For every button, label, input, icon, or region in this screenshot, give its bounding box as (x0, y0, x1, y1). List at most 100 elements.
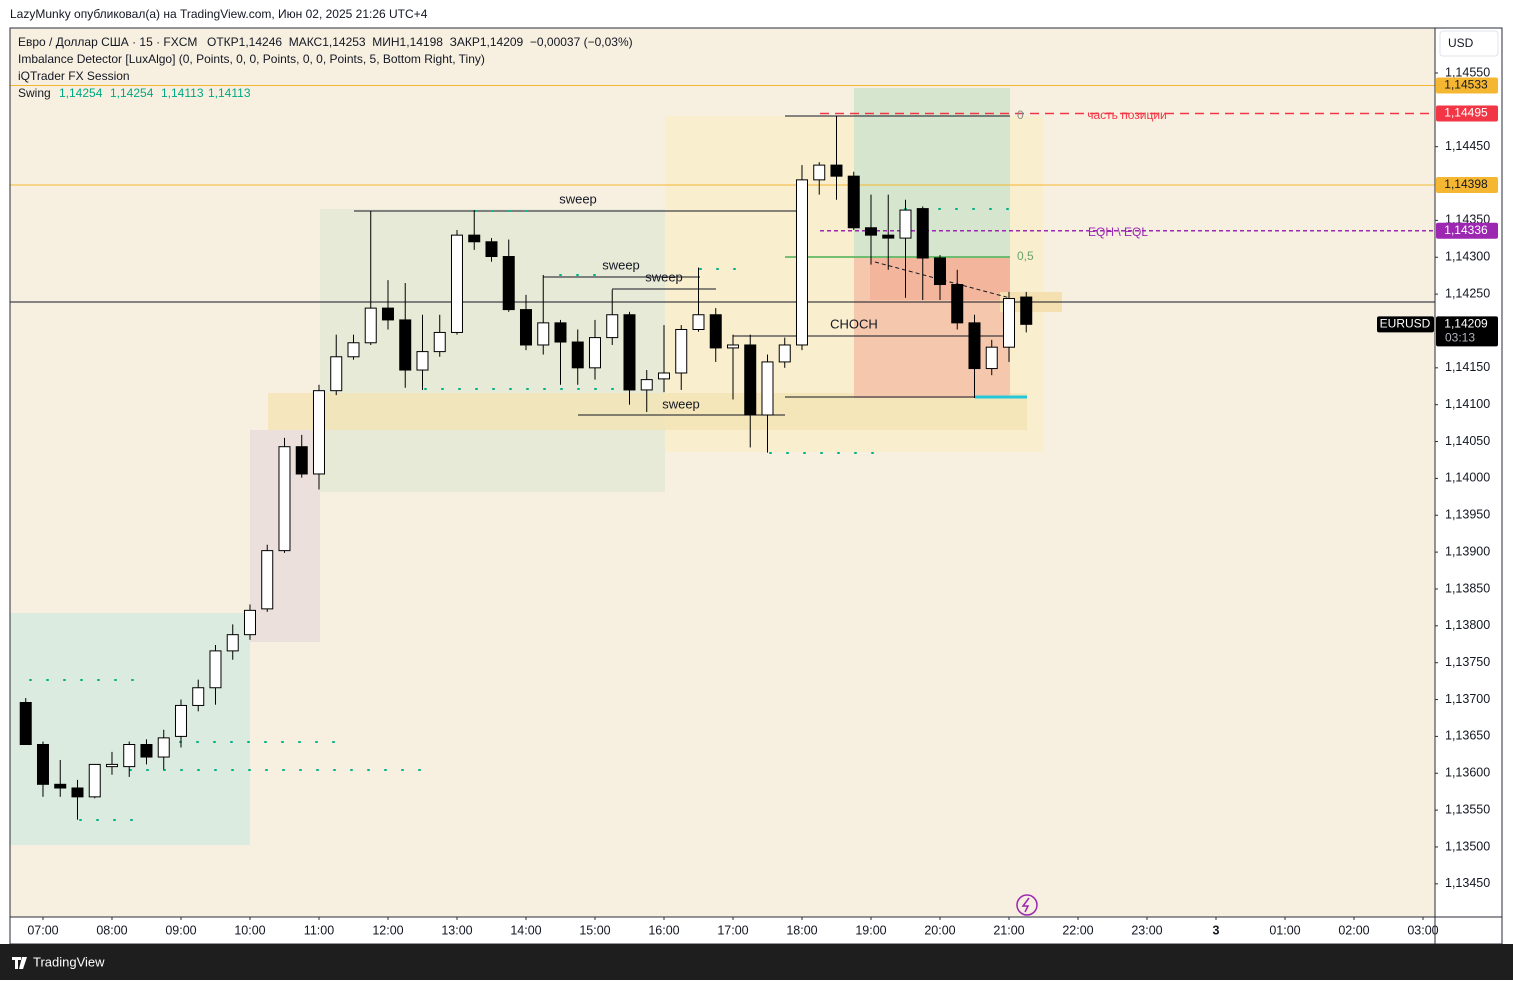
zone (10, 613, 250, 845)
candle-body (140, 744, 153, 758)
candle-body (795, 179, 808, 346)
candle-body (588, 337, 601, 369)
candle-body (847, 175, 860, 229)
candle-body (347, 342, 360, 358)
candle-body (778, 344, 791, 363)
x-tick-label: 13:00 (441, 923, 472, 937)
candle-body (261, 550, 274, 610)
x-tick-label: 23:00 (1131, 923, 1162, 937)
candle-body (1020, 296, 1033, 325)
candles (19, 115, 1033, 820)
y-tick-label: 1,14450 (1445, 139, 1490, 153)
x-tick-label: 22:00 (1062, 923, 1093, 937)
fib-label: 0 (1017, 108, 1024, 122)
annotation: sweep (645, 269, 683, 284)
candle-body (71, 787, 84, 798)
candle-body (330, 356, 343, 392)
y-tick-label: 1,13600 (1445, 766, 1490, 780)
candle-body (813, 164, 826, 181)
y-tick-label: 1,13550 (1445, 802, 1490, 816)
price-label: 1,14398 (1444, 177, 1488, 191)
candle-body (675, 328, 688, 374)
candle-body (761, 361, 774, 416)
x-tick-label: 03:00 (1407, 923, 1438, 937)
y-tick-label: 1,14050 (1445, 434, 1490, 448)
y-tick-label: 1,13850 (1445, 581, 1490, 595)
candle-body (623, 314, 636, 391)
candle-body (657, 372, 670, 380)
x-tick-label: 07:00 (27, 923, 58, 937)
y-axis: 1,13450 1,13500 1,13550 1,13600 1,13650 1,137… (1435, 65, 1490, 890)
x-tick-label: 19:00 (855, 923, 886, 937)
x-axis: 07:00 08:00 09:00 10:00 11:00 12:00 13:00 14:00… (27, 917, 1439, 937)
price-label: 1,14533 (1444, 78, 1488, 92)
candle-body (899, 209, 912, 239)
symbol-box (1377, 316, 1434, 333)
x-tick-label: 21:00 (993, 923, 1024, 937)
y-tick-label: 1,13700 (1445, 692, 1490, 706)
candle-body (864, 227, 877, 236)
candle-body (1002, 298, 1015, 348)
price-label-box (1436, 177, 1498, 194)
candle-body (485, 241, 498, 258)
annotation: sweep (662, 396, 700, 411)
candle-body (312, 390, 325, 475)
y-tick-label: 1,14300 (1445, 250, 1490, 264)
zone (268, 393, 1027, 430)
candle-body (606, 314, 619, 339)
candle-body (174, 704, 187, 737)
x-tick-label: 18:00 (786, 923, 817, 937)
y-tick-label: 1,13500 (1445, 839, 1490, 853)
y-tick-label: 1,13450 (1445, 876, 1490, 890)
candle-body (537, 322, 550, 346)
candle-body (882, 234, 895, 239)
swing-value: 1,14254 (59, 86, 103, 100)
candle-body (692, 314, 705, 330)
candle-body (916, 208, 929, 259)
y-tick-label: 1,14100 (1445, 397, 1490, 411)
candle-body (968, 322, 981, 370)
price-label-box (1436, 105, 1498, 122)
y-tick-label: 1,13650 (1445, 729, 1490, 743)
swing-value: 1,14113 (208, 86, 251, 100)
x-tick-label: 09:00 (165, 923, 196, 937)
header: LazyMunky опубликовал(а) на TradingView.… (10, 7, 428, 21)
currency[interactable]: USD (1448, 36, 1474, 50)
candle-body (36, 744, 49, 785)
y-tick-label: 1,14550 (1445, 65, 1490, 79)
candle-body (381, 307, 394, 321)
event-icon[interactable] (1016, 894, 1038, 916)
currency-button[interactable] (1439, 30, 1499, 57)
candle-body (450, 234, 463, 333)
time-scale (10, 917, 1502, 944)
x-tick-label: 12:00 (372, 923, 403, 937)
y-tick-label: 1,14150 (1445, 360, 1490, 374)
candle-body (295, 446, 308, 475)
candle-body (226, 634, 239, 652)
y-tick-label: 1,13900 (1445, 544, 1490, 558)
candle-body (105, 763, 118, 768)
candle-body (88, 763, 101, 798)
price-label-box (1436, 77, 1498, 94)
candle-body (278, 446, 291, 552)
x-tick-label: 15:00 (579, 923, 610, 937)
fib-label: 0,5 (1017, 249, 1034, 263)
candle-body (243, 609, 256, 636)
price-label-box (1436, 222, 1498, 239)
swing-value: 1,14254 (110, 86, 154, 100)
candle-body (951, 284, 964, 324)
legend-ohlc: ОТКР1,14246 МАКС1,14253 МИН1,14198 ЗАКР1… (207, 35, 633, 49)
y-tick-label: 1,13750 (1445, 655, 1490, 669)
legend-indicator: iQTrader FX Session (18, 69, 130, 83)
candle-body (830, 164, 843, 177)
candle-body (54, 783, 67, 789)
x-tick-label: 01:00 (1269, 923, 1300, 937)
candle-body (571, 341, 584, 369)
candle-body (744, 344, 757, 416)
y-tick-label: 1,14000 (1445, 471, 1490, 485)
x-tick-label: 11:00 (304, 923, 334, 937)
x-tick-label: 17:00 (717, 923, 748, 937)
annotation: sweep (602, 257, 640, 272)
